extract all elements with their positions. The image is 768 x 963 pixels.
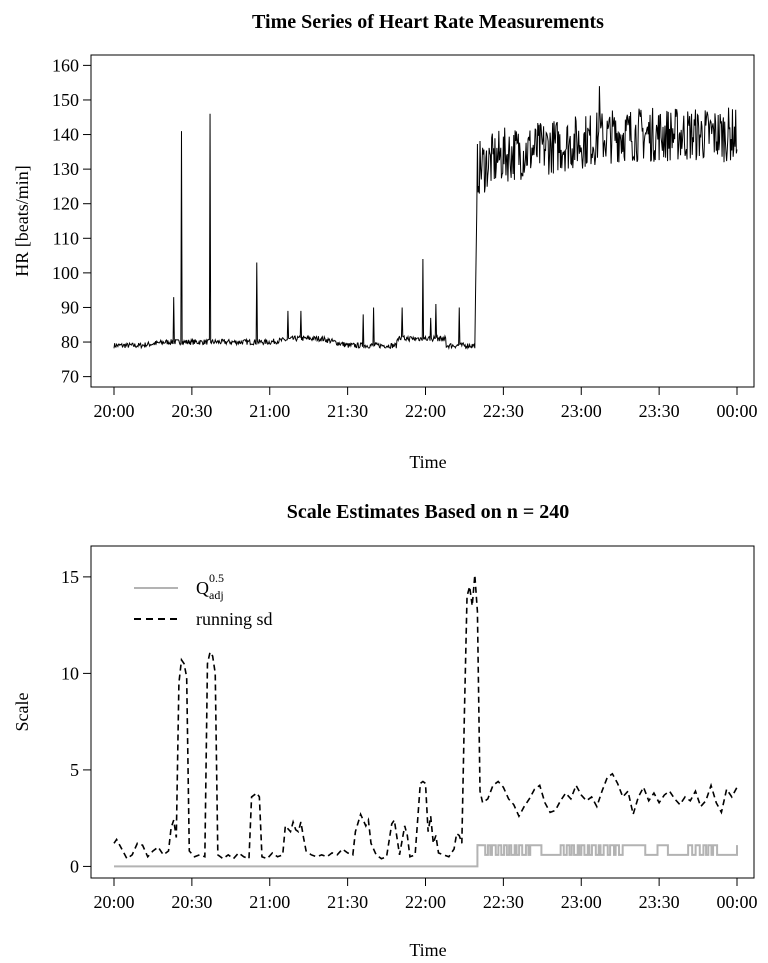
x-tick-label: 23:30 [639,892,680,912]
x-tick-label: 21:30 [327,892,368,912]
y-tick-label: 120 [52,194,79,214]
legend-label-q-subscript: adj [209,588,224,602]
x-axis-label: Time [409,452,446,472]
y-axis: 0 5 10 15 [61,567,91,876]
x-tick-label: 22:30 [483,892,524,912]
series-line-q-adj [114,844,738,868]
y-tick-label: 80 [61,332,79,352]
y-tick-label: 10 [61,663,79,683]
x-tick-label: 20:00 [93,401,134,421]
x-axis: 20:00 20:30 21:00 21:30 22:00 22:30 23:00 23:30… [93,878,758,912]
y-tick-label: 150 [52,90,79,110]
y-tick-label: 110 [53,228,79,248]
x-axis: 20:00 20:30 21:00 21:30 22:00 22:30 23:00 23:30… [93,387,758,421]
y-tick-label: 15 [61,567,79,587]
legend: Q 0.5 adj running sd [134,571,273,629]
series-line-running-sd [113,574,738,860]
y-tick-label: 70 [61,367,79,387]
x-tick-label: 20:30 [171,892,212,912]
x-tick-label: 23:00 [561,892,602,912]
legend-label-q-base: Q [196,578,209,598]
y-axis-label: Scale [12,693,32,732]
x-tick-label: 22:30 [483,401,524,421]
legend-label-running-sd: running sd [196,609,273,629]
x-tick-label: 23:30 [639,401,680,421]
x-tick-label: 22:00 [405,401,446,421]
series-area [113,574,738,868]
y-tick-label: 0 [70,856,79,876]
plot-frame [90,545,755,879]
y-tick-label: 90 [61,297,79,317]
x-tick-label: 20:00 [93,892,134,912]
x-tick-label: 22:00 [405,892,446,912]
x-tick-label: 00:00 [716,401,757,421]
y-tick-label: 100 [52,263,79,283]
x-tick-label: 20:30 [171,401,212,421]
series-line-heart-rate [113,86,738,350]
plot-frame [90,54,755,388]
x-axis-label: Time [409,940,446,960]
y-axis: 70 80 90 100 110 120 130 140 150 160 [52,55,91,387]
y-tick-label: 140 [52,125,79,145]
chart-title: Scale Estimates Based on n = 240 [287,501,570,523]
legend-label-q: Q [196,578,209,598]
chart-heart-rate: Time Series of Heart Rate Measurements T… [12,11,758,472]
y-axis-label: HR [beats/min] [12,165,32,276]
y-tick-label: 5 [70,760,79,780]
series-area [113,86,738,350]
x-tick-label: 21:00 [249,401,290,421]
x-tick-label: 23:00 [561,401,602,421]
x-tick-label: 21:30 [327,401,368,421]
chart-scale-estimates: Scale Estimates Based on n = 240 Time Sc… [12,501,758,960]
chart-title: Time Series of Heart Rate Measurements [252,11,604,33]
legend-label-q-superscript: 0.5 [209,571,224,585]
y-tick-label: 160 [52,55,79,75]
x-tick-label: 21:00 [249,892,290,912]
x-tick-label: 00:00 [716,892,757,912]
y-tick-label: 130 [52,159,79,179]
